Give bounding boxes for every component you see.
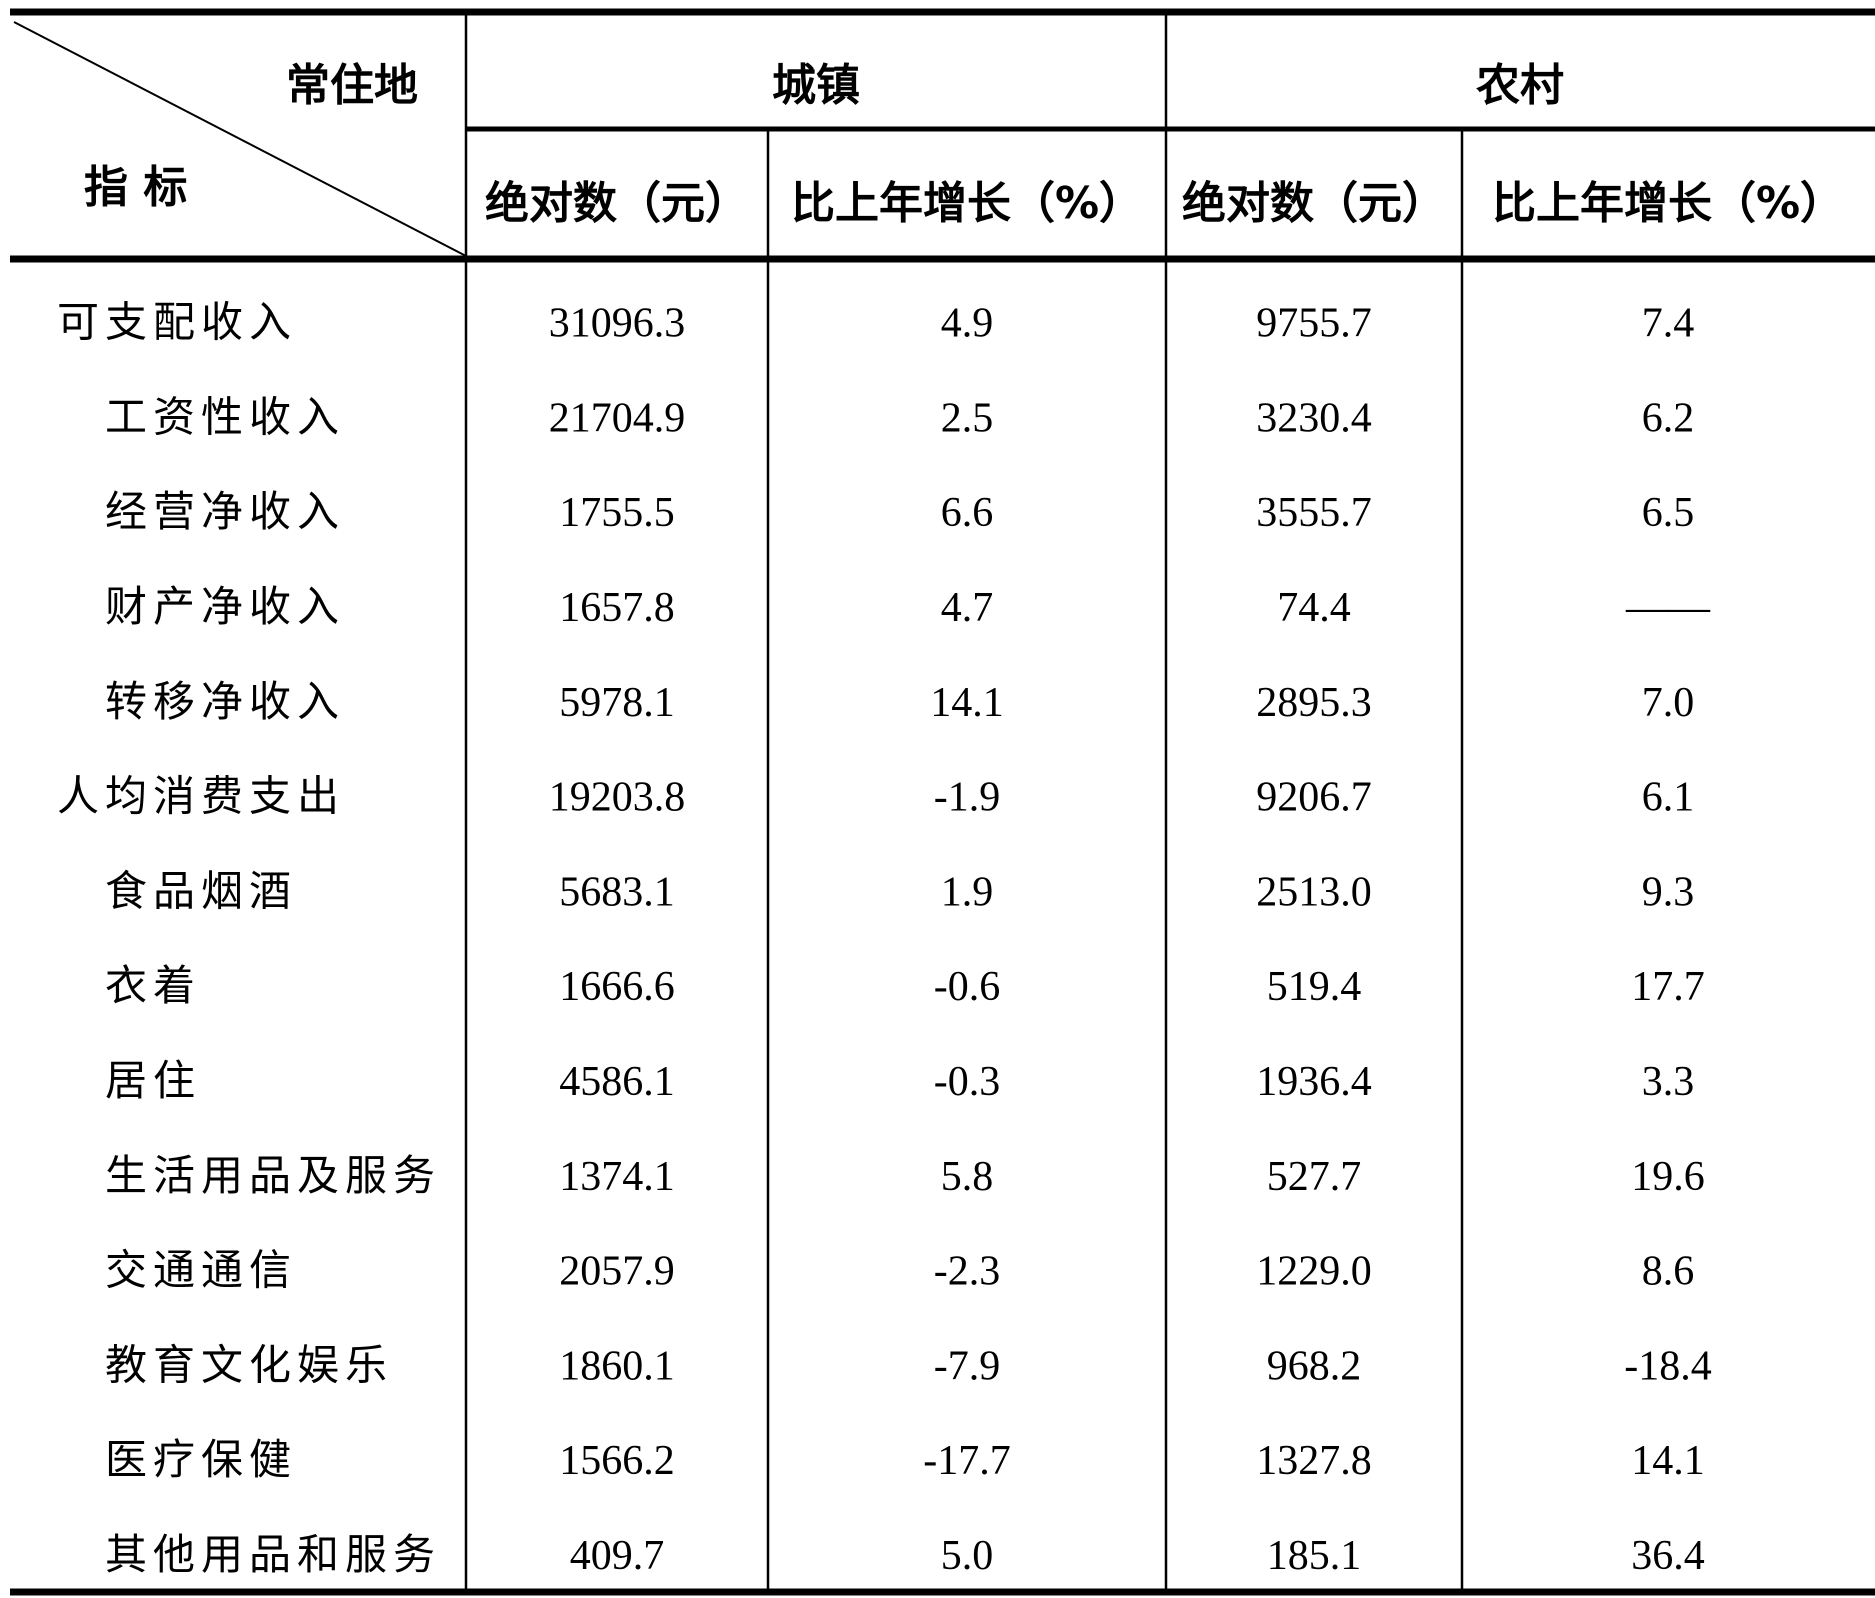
corner-diagonal	[13, 21, 467, 257]
row-label: 生活用品及服务	[105, 1154, 441, 1200]
cell: 409.7	[570, 1533, 665, 1579]
cell: 6.5	[1642, 490, 1695, 536]
column-header: 比上年增长（%）	[1492, 178, 1844, 229]
row-label: 医疗保健	[105, 1438, 297, 1484]
cell: 6.1	[1642, 775, 1695, 821]
cell: 1936.4	[1256, 1059, 1372, 1105]
cell: 5.8	[941, 1154, 994, 1200]
cell: 185.1	[1267, 1533, 1362, 1579]
column-header: 绝对数（元）	[485, 178, 749, 229]
cell: 5.0	[941, 1533, 994, 1579]
cell: ——	[1625, 585, 1711, 631]
cell: 1860.1	[559, 1343, 675, 1389]
cell: -0.6	[934, 964, 1001, 1010]
row-label: 工资性收入	[105, 395, 345, 441]
cell: 1.9	[941, 869, 994, 915]
cell: 968.2	[1267, 1343, 1362, 1389]
cell: 1666.6	[559, 964, 675, 1010]
column-header: 比上年增长（%）	[791, 178, 1143, 229]
cell: 19.6	[1631, 1154, 1705, 1200]
cell: 3555.7	[1256, 490, 1372, 536]
cell: -17.7	[923, 1438, 1011, 1484]
row-label: 其他用品和服务	[105, 1533, 441, 1579]
table-body: 绝对数（元） 比上年增长（%） 绝对数（元） 比上年增长（%） 可支配收入 31096.3…	[57, 178, 1844, 1579]
cell: 36.4	[1631, 1533, 1705, 1579]
cell: 1374.1	[559, 1154, 675, 1200]
group-header: 农村	[1476, 60, 1564, 111]
row-label: 转移净收入	[105, 680, 345, 726]
row-label: 居住	[105, 1059, 201, 1105]
row-label: 教育文化娱乐	[105, 1342, 393, 1389]
cell: 4.9	[941, 301, 994, 347]
cell: 14.1	[1631, 1438, 1705, 1484]
cell: 7.0	[1642, 680, 1695, 726]
group-header: 城镇	[772, 60, 860, 111]
cell: 2513.0	[1256, 869, 1372, 915]
cell: 31096.3	[549, 301, 686, 347]
cell: -2.3	[934, 1249, 1001, 1295]
row-label: 财产净收入	[105, 585, 345, 631]
cell: 14.1	[930, 680, 1004, 726]
cell: 1657.8	[559, 585, 675, 631]
cell: 21704.9	[549, 395, 686, 441]
cell: -0.3	[934, 1059, 1001, 1105]
cell: 2057.9	[559, 1249, 675, 1295]
cell: 2895.3	[1256, 680, 1372, 726]
row-label: 经营净收入	[105, 490, 345, 536]
cell: 8.6	[1642, 1249, 1695, 1295]
cell: 1229.0	[1256, 1249, 1372, 1295]
cell: 6.6	[941, 490, 994, 536]
cell: 4.7	[941, 585, 994, 631]
cell: 1327.8	[1256, 1438, 1372, 1484]
cell: 3230.4	[1256, 395, 1372, 441]
cell: 5978.1	[559, 680, 675, 726]
row-label: 可支配收入	[57, 301, 297, 347]
corner-top: 常住地	[286, 60, 418, 111]
cell: 74.4	[1277, 585, 1351, 631]
cell: 1755.5	[559, 490, 675, 536]
cell: 6.2	[1642, 395, 1695, 441]
row-label: 食品烟酒	[105, 868, 297, 915]
cell: -1.9	[934, 775, 1001, 821]
cell: 2.5	[941, 395, 994, 441]
row-label: 衣着	[105, 963, 201, 1010]
cell: 519.4	[1267, 964, 1362, 1010]
cell: 4586.1	[559, 1059, 675, 1105]
cell: 7.4	[1642, 301, 1695, 347]
cell: 9755.7	[1256, 301, 1372, 347]
row-label: 交通通信	[105, 1248, 297, 1295]
cell: -7.9	[934, 1343, 1001, 1389]
cell: 1566.2	[559, 1438, 675, 1484]
cell: 527.7	[1267, 1154, 1362, 1200]
cell: 5683.1	[559, 869, 675, 915]
corner-bottom: 指 标	[84, 162, 187, 213]
cell: 19203.8	[549, 775, 686, 821]
cell: 9.3	[1642, 869, 1695, 915]
cell: 17.7	[1631, 964, 1705, 1010]
cell: 9206.7	[1256, 775, 1372, 821]
column-header: 绝对数（元）	[1182, 178, 1446, 229]
cell: -18.4	[1624, 1343, 1712, 1389]
row-label: 人均消费支出	[57, 775, 345, 821]
cell: 3.3	[1642, 1059, 1695, 1105]
